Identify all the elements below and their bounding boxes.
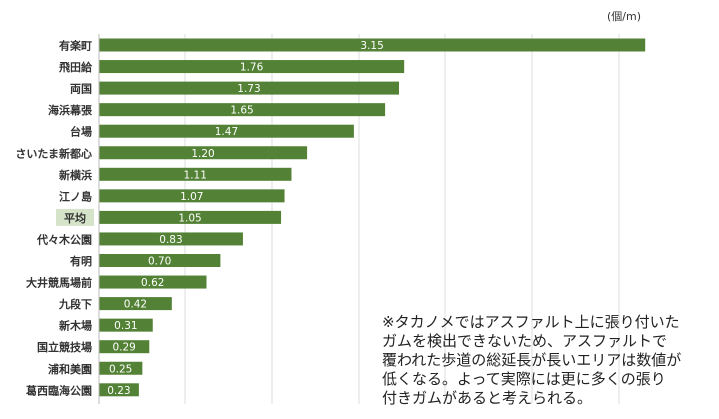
value-label: 1.05 (178, 212, 201, 224)
footnote-line: 覆われた歩道の総延長が長いエリアは数値が (382, 351, 682, 369)
value-label: 1.73 (237, 83, 260, 95)
category-label: 海浜幕張 (48, 103, 93, 117)
value-label: 1.20 (191, 148, 214, 160)
category-label: 江ノ島 (59, 189, 92, 203)
bar (99, 361, 143, 375)
bar (99, 297, 172, 311)
footnote-line: 付きガムがあると考えられる。 (382, 389, 593, 407)
value-label: 1.65 (230, 105, 253, 117)
highlight-background (56, 208, 94, 226)
value-label: 1.11 (184, 169, 207, 181)
bar (99, 254, 221, 267)
footnote-line: ガムを検出できないため、アスファルトで (382, 332, 668, 350)
value-label: 0.42 (124, 299, 147, 311)
value-label: 0.83 (159, 234, 182, 246)
category-label: 有明 (70, 254, 92, 268)
value-label: 1.47 (215, 126, 238, 138)
category-label: 有楽町 (59, 39, 92, 53)
value-label: 0.25 (109, 363, 132, 375)
value-label: 0.62 (141, 277, 164, 289)
bar (99, 232, 243, 246)
bar (99, 167, 292, 181)
category-label: 浦和美園 (48, 362, 92, 376)
bar (99, 60, 405, 74)
category-label: 代々木公園 (36, 232, 92, 246)
value-label: 3.15 (360, 40, 383, 52)
value-label: 0.31 (114, 320, 137, 332)
category-label: 新木場 (59, 319, 92, 333)
bar (99, 146, 308, 160)
category-label: 平均 (64, 211, 86, 225)
bar (99, 340, 150, 354)
footnote-line: ※タカノメではアスファルト上に張り付いた (382, 313, 680, 331)
footnote: ※タカノメではアスファルト上に張り付いた ガムを検出できないため、アスファルトで… (382, 313, 712, 408)
category-label: 九段下 (58, 297, 92, 311)
bar (99, 103, 386, 117)
bar (99, 81, 399, 95)
bar (99, 124, 354, 138)
bar (99, 210, 282, 224)
bar (99, 189, 285, 203)
category-label: 両国 (70, 83, 92, 96)
bar (99, 275, 207, 289)
category-label: 葛西臨海公園 (25, 383, 92, 397)
category-label: 大井競馬場前 (26, 276, 92, 290)
bar (99, 38, 646, 52)
value-label: 0.29 (112, 342, 135, 354)
bar (99, 318, 153, 332)
category-label: さいたま新都心 (15, 146, 92, 160)
value-label: 0.23 (107, 385, 130, 397)
bar (99, 383, 139, 397)
category-label: 国立競技場 (37, 340, 92, 354)
footnote-line: 低くなる。よって実際には更に多くの張り (382, 370, 666, 388)
category-label: 台場 (70, 125, 92, 139)
value-label: 1.76 (240, 62, 264, 74)
category-label: 新横浜 (59, 168, 92, 182)
unit-label: (個/m) (606, 10, 641, 23)
category-label: 飛田給 (58, 60, 93, 74)
value-label: 1.07 (180, 191, 203, 203)
value-label: 0.70 (148, 256, 171, 268)
